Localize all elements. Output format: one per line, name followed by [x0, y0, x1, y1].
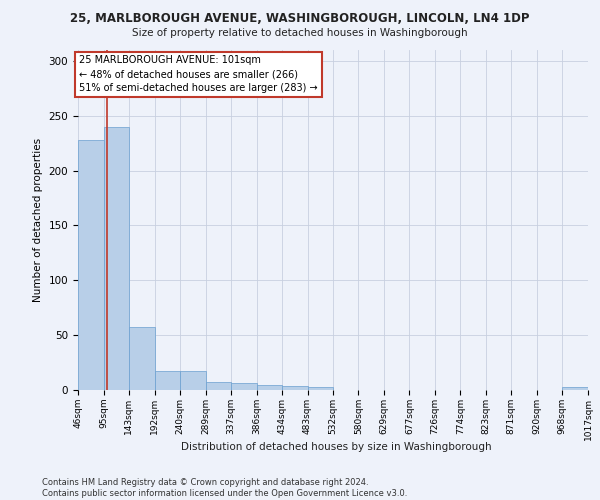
Text: Size of property relative to detached houses in Washingborough: Size of property relative to detached ho…: [132, 28, 468, 38]
Bar: [180, 372, 206, 390]
Y-axis label: Number of detached properties: Number of detached properties: [33, 138, 43, 302]
Text: Contains HM Land Registry data © Crown copyright and database right 2024.
Contai: Contains HM Land Registry data © Crown c…: [42, 478, 407, 498]
Bar: [129, 328, 155, 390]
Bar: [104, 127, 129, 390]
Bar: [308, 386, 333, 390]
Bar: [282, 386, 308, 390]
Bar: [206, 382, 231, 390]
Bar: [155, 372, 180, 390]
Bar: [231, 384, 257, 390]
Bar: [78, 140, 104, 390]
Bar: [257, 384, 282, 390]
Text: 25 MARLBOROUGH AVENUE: 101sqm
← 48% of detached houses are smaller (266)
51% of : 25 MARLBOROUGH AVENUE: 101sqm ← 48% of d…: [79, 56, 317, 94]
Bar: [562, 386, 588, 390]
Text: 25, MARLBOROUGH AVENUE, WASHINGBOROUGH, LINCOLN, LN4 1DP: 25, MARLBOROUGH AVENUE, WASHINGBOROUGH, …: [70, 12, 530, 26]
Text: Distribution of detached houses by size in Washingborough: Distribution of detached houses by size …: [181, 442, 491, 452]
